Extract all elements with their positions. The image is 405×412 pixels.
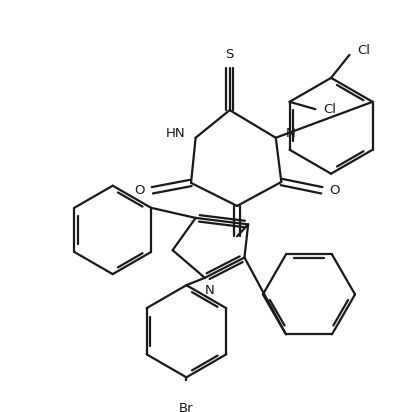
Text: HN: HN (165, 126, 185, 140)
Text: Cl: Cl (323, 103, 336, 116)
Text: Br: Br (179, 402, 193, 412)
Text: Cl: Cl (357, 44, 370, 57)
Text: N: N (285, 126, 295, 140)
Text: O: O (329, 184, 339, 197)
Text: N: N (204, 284, 214, 297)
Text: S: S (225, 48, 233, 61)
Text: O: O (134, 184, 144, 197)
